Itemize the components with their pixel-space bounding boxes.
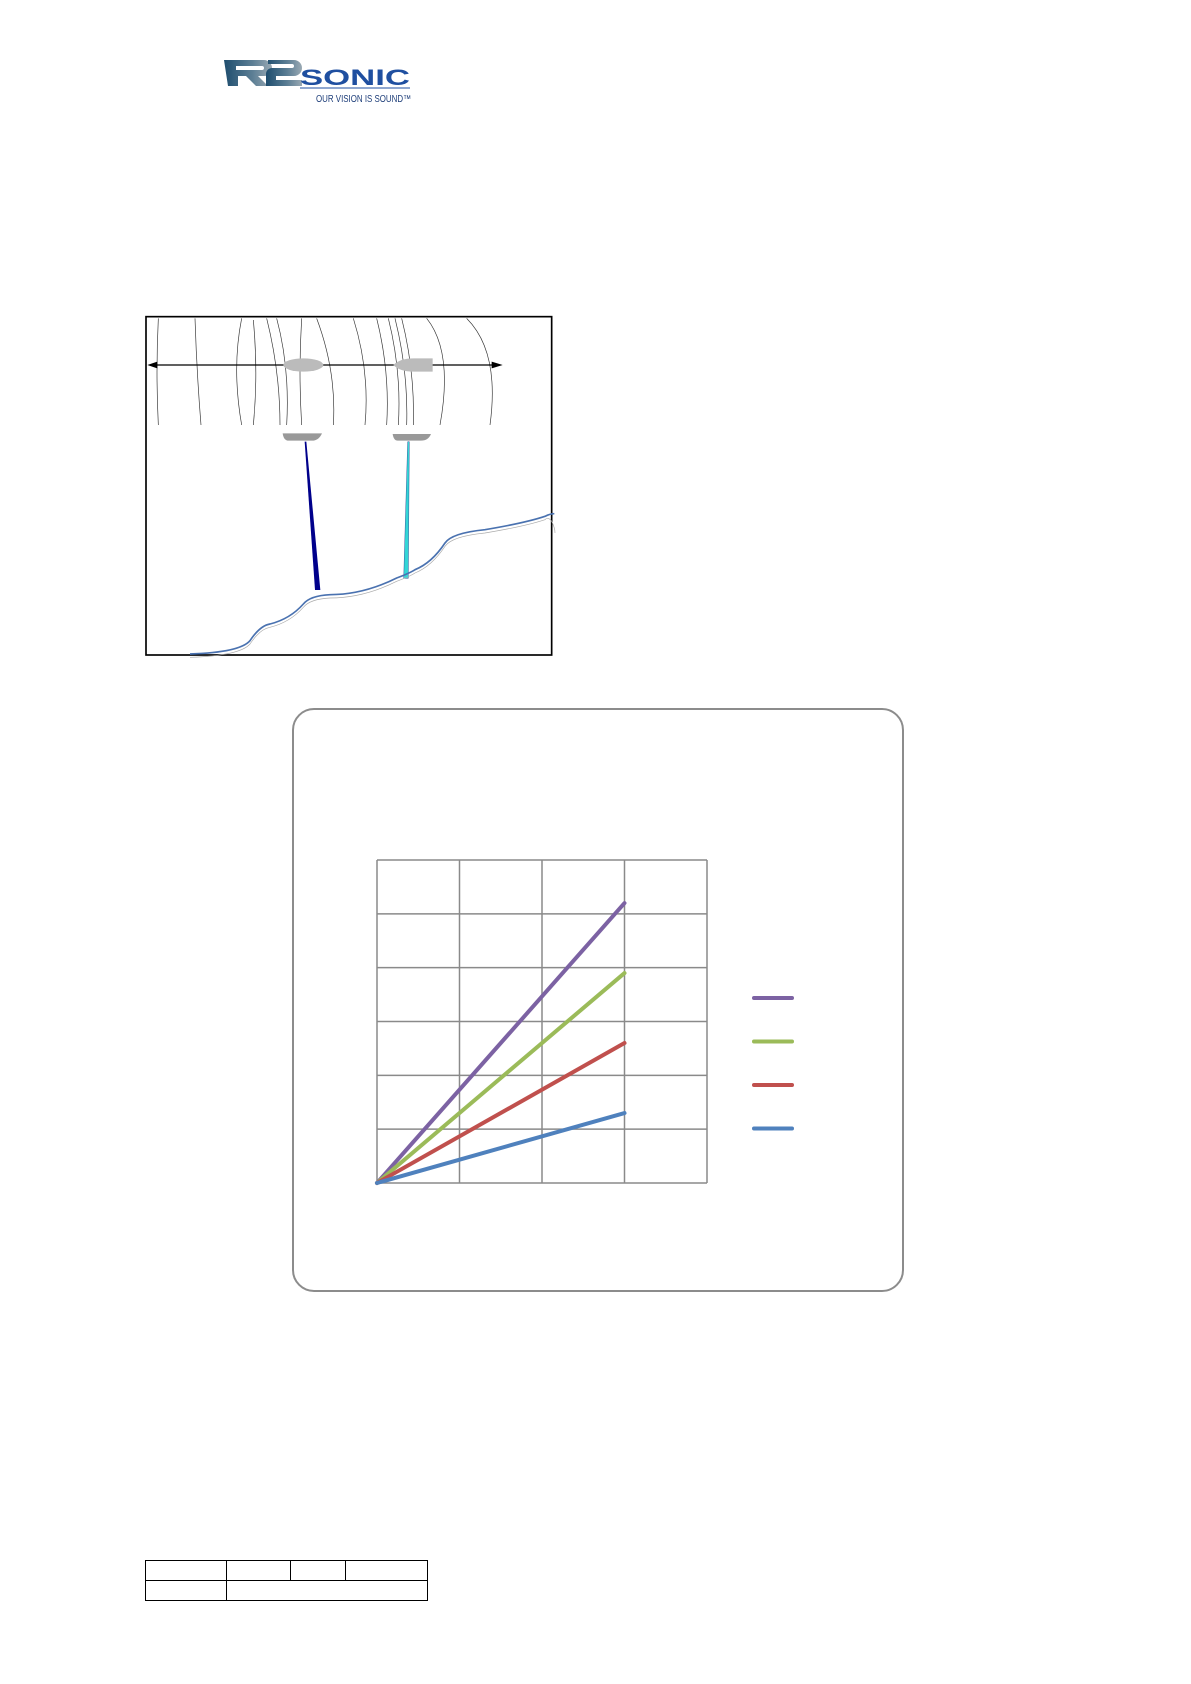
series-line	[375, 901, 627, 1185]
vessel-top-view-icon	[393, 358, 433, 372]
sonar-beam-left	[304, 441, 321, 590]
figure-border	[145, 315, 553, 656]
table-cell	[226, 1580, 428, 1601]
series-line	[375, 1111, 627, 1185]
table-row	[145, 1580, 428, 1601]
contour-lines	[156, 318, 493, 426]
arrow-left-icon	[147, 361, 158, 369]
sonar-beam-right	[403, 441, 410, 579]
seafloor-reference	[189, 518, 556, 658]
vessel-side-view-icon	[392, 434, 431, 441]
seafloor-line	[189, 512, 555, 655]
svg-text:SONIC: SONIC	[300, 65, 410, 90]
table-cell	[145, 1560, 227, 1581]
series-line	[375, 1041, 627, 1185]
svg-text:OUR VISION IS SOUND™: OUR VISION IS SOUND™	[316, 94, 411, 105]
arrow-right-icon	[491, 361, 503, 369]
chart-legend	[752, 996, 794, 1131]
line-chart	[375, 859, 794, 1185]
chart-frame	[292, 708, 904, 1292]
table-row	[145, 1560, 428, 1581]
table-cell	[226, 1560, 291, 1581]
survey-vessel-diagram	[140, 310, 565, 670]
vessel-side-view-icon	[282, 433, 322, 441]
chart-grid	[376, 859, 708, 1184]
series-line	[375, 971, 627, 1185]
table-cell	[290, 1560, 346, 1581]
vessel-top-view-icon	[283, 358, 324, 372]
table-cell	[145, 1580, 227, 1601]
table-cell	[345, 1560, 428, 1581]
r2sonic-logo: SONIC OUR VISION IS SOUND™	[222, 56, 432, 108]
footer-table	[145, 1560, 428, 1601]
